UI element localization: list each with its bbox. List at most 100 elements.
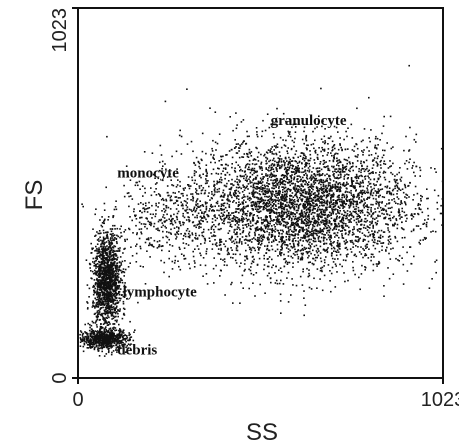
data-point: [348, 221, 350, 223]
data-point: [111, 243, 114, 245]
data-point: [346, 248, 349, 251]
data-point: [252, 185, 255, 187]
data-point: [175, 208, 178, 210]
data-point: [280, 196, 282, 198]
data-point: [291, 213, 293, 216]
data-point: [304, 212, 307, 215]
data-point: [334, 223, 337, 225]
data-point: [293, 208, 296, 211]
data-point: [246, 257, 248, 260]
data-point: [361, 209, 364, 212]
data-point: [244, 259, 246, 262]
data-point: [296, 180, 298, 183]
data-point: [328, 175, 330, 178]
data-point: [320, 209, 322, 211]
data-point: [298, 231, 301, 233]
data-point: [123, 275, 125, 277]
data-point: [388, 231, 391, 233]
data-point: [394, 187, 396, 190]
data-point: [358, 198, 360, 200]
data-point: [324, 220, 326, 222]
data-point: [248, 218, 250, 221]
data-point: [336, 186, 338, 189]
data-point: [327, 216, 329, 218]
data-point: [368, 213, 371, 215]
data-point: [310, 143, 313, 146]
data-point: [318, 190, 321, 192]
data-point: [305, 200, 308, 202]
data-point: [361, 210, 363, 212]
data-point: [406, 251, 408, 254]
data-point: [296, 223, 299, 226]
data-point: [201, 234, 204, 237]
data-point: [273, 136, 275, 139]
data-point: [117, 292, 120, 294]
data-point: [285, 175, 288, 178]
data-point: [370, 154, 373, 156]
data-point: [259, 246, 261, 249]
data-point: [322, 204, 324, 207]
data-point: [284, 211, 286, 214]
data-point: [337, 195, 340, 197]
data-point: [334, 147, 336, 150]
data-point: [163, 175, 165, 177]
data-point: [299, 180, 301, 182]
data-point: [170, 215, 172, 218]
data-point: [250, 247, 252, 250]
data-point: [320, 180, 322, 183]
data-point: [323, 233, 325, 236]
data-point: [231, 196, 233, 199]
data-point: [388, 214, 391, 217]
data-point: [250, 251, 252, 254]
data-point: [279, 203, 282, 205]
data-point: [92, 300, 94, 302]
data-point: [223, 184, 226, 187]
data-point: [320, 138, 323, 140]
data-point: [243, 194, 245, 196]
data-point: [363, 190, 366, 192]
data-point: [405, 214, 408, 216]
data-point: [288, 238, 290, 240]
data-point: [364, 239, 366, 241]
data-point: [365, 159, 368, 162]
data-point: [386, 185, 389, 187]
data-point: [297, 257, 300, 260]
data-point: [275, 190, 278, 192]
data-point: [257, 220, 259, 223]
data-point: [220, 241, 223, 243]
data-point: [103, 255, 105, 257]
data-point: [275, 186, 277, 188]
data-point: [254, 229, 257, 232]
data-point: [327, 224, 330, 227]
data-point: [279, 293, 282, 296]
data-point: [327, 137, 330, 139]
data-point: [308, 269, 310, 271]
data-point: [97, 274, 99, 277]
data-point: [212, 194, 215, 197]
data-point: [123, 284, 126, 287]
data-point: [340, 174, 342, 176]
data-point: [335, 202, 337, 205]
data-point: [284, 161, 286, 164]
data-point: [293, 225, 296, 228]
data-point: [235, 202, 237, 204]
data-point: [374, 208, 376, 210]
data-point: [264, 187, 266, 190]
data-point: [295, 229, 297, 232]
data-point: [287, 227, 290, 230]
data-point: [288, 133, 291, 136]
data-point: [297, 171, 300, 173]
data-point: [302, 171, 305, 173]
data-point: [248, 192, 251, 195]
data-point: [341, 224, 344, 227]
data-point: [309, 192, 312, 195]
data-point: [95, 279, 98, 281]
data-point: [186, 88, 188, 90]
data-point: [201, 159, 203, 162]
data-point: [285, 232, 288, 235]
data-point: [276, 219, 279, 221]
data-point: [315, 221, 318, 223]
data-point: [278, 218, 280, 221]
data-point: [311, 199, 314, 201]
data-point: [298, 186, 301, 188]
